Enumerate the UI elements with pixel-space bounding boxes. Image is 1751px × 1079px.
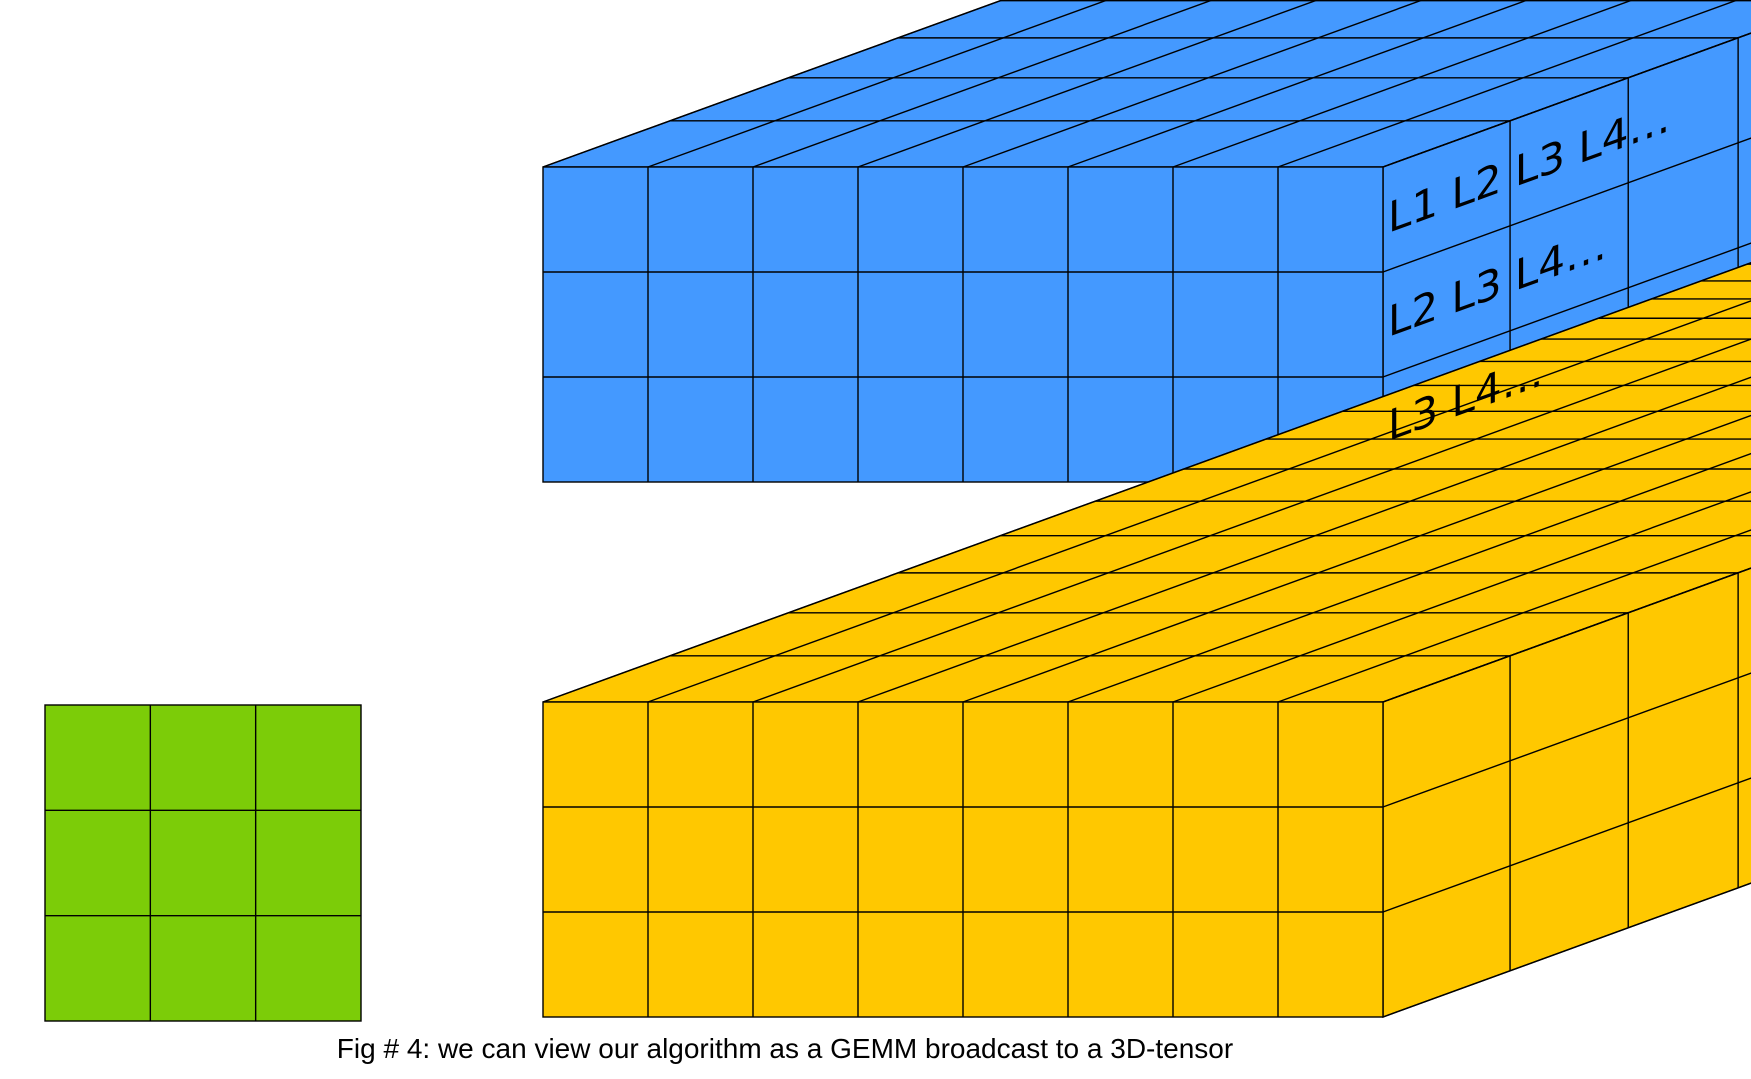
filter-body [44,704,362,1022]
blue-tensor-top-grid-line [1172,0,1635,168]
yellow-tensor-top-grid-line [1067,452,1751,703]
blue-tensor-top-grid-line [1277,0,1740,168]
green-filter-matrix [44,704,362,1022]
blue-tensor-top-grid-line [962,0,1425,168]
yellow-3d-tensor [542,261,1751,1018]
blue-tensor-side-grid-line [1382,32,1751,168]
yellow-tensor-top-grid-line [857,376,1751,703]
yellow-tensor-top-grid-line [1172,491,1751,703]
blue-tensor-top-grid-line [752,0,1215,168]
yellow-tensor-side-grid-line [1382,672,1751,808]
blue-tensor-top-grid-line [542,0,1005,168]
blue-3d-tensor [542,0,1751,483]
yellow-tensor-top-grid-line [752,338,1751,703]
yellow-tensor-side-grid-line [1382,777,1751,913]
blue-tensor-top-grid-line [857,0,1320,168]
yellow-tensor-top-grid-line [647,300,1751,703]
yellow-tensor-top-grid-line [542,261,1751,703]
yellow-tensor-top-grid-line [962,414,1751,703]
figure-caption: Fig # 4: we can view our algorithm as a … [336,1033,1234,1064]
blue-tensor-top-grid-line [647,0,1110,168]
yellow-tensor-side-grid-line [1382,567,1751,703]
yellow-tensor-side-grid-line [1382,882,1751,1018]
yellow-tensor-top-grid-line [1277,529,1751,703]
blue-tensor-side-grid-line [1382,242,1751,378]
blue-tensor-top-grid-line [1067,0,1530,168]
blue-tensor-side-grid-line [1382,137,1751,273]
